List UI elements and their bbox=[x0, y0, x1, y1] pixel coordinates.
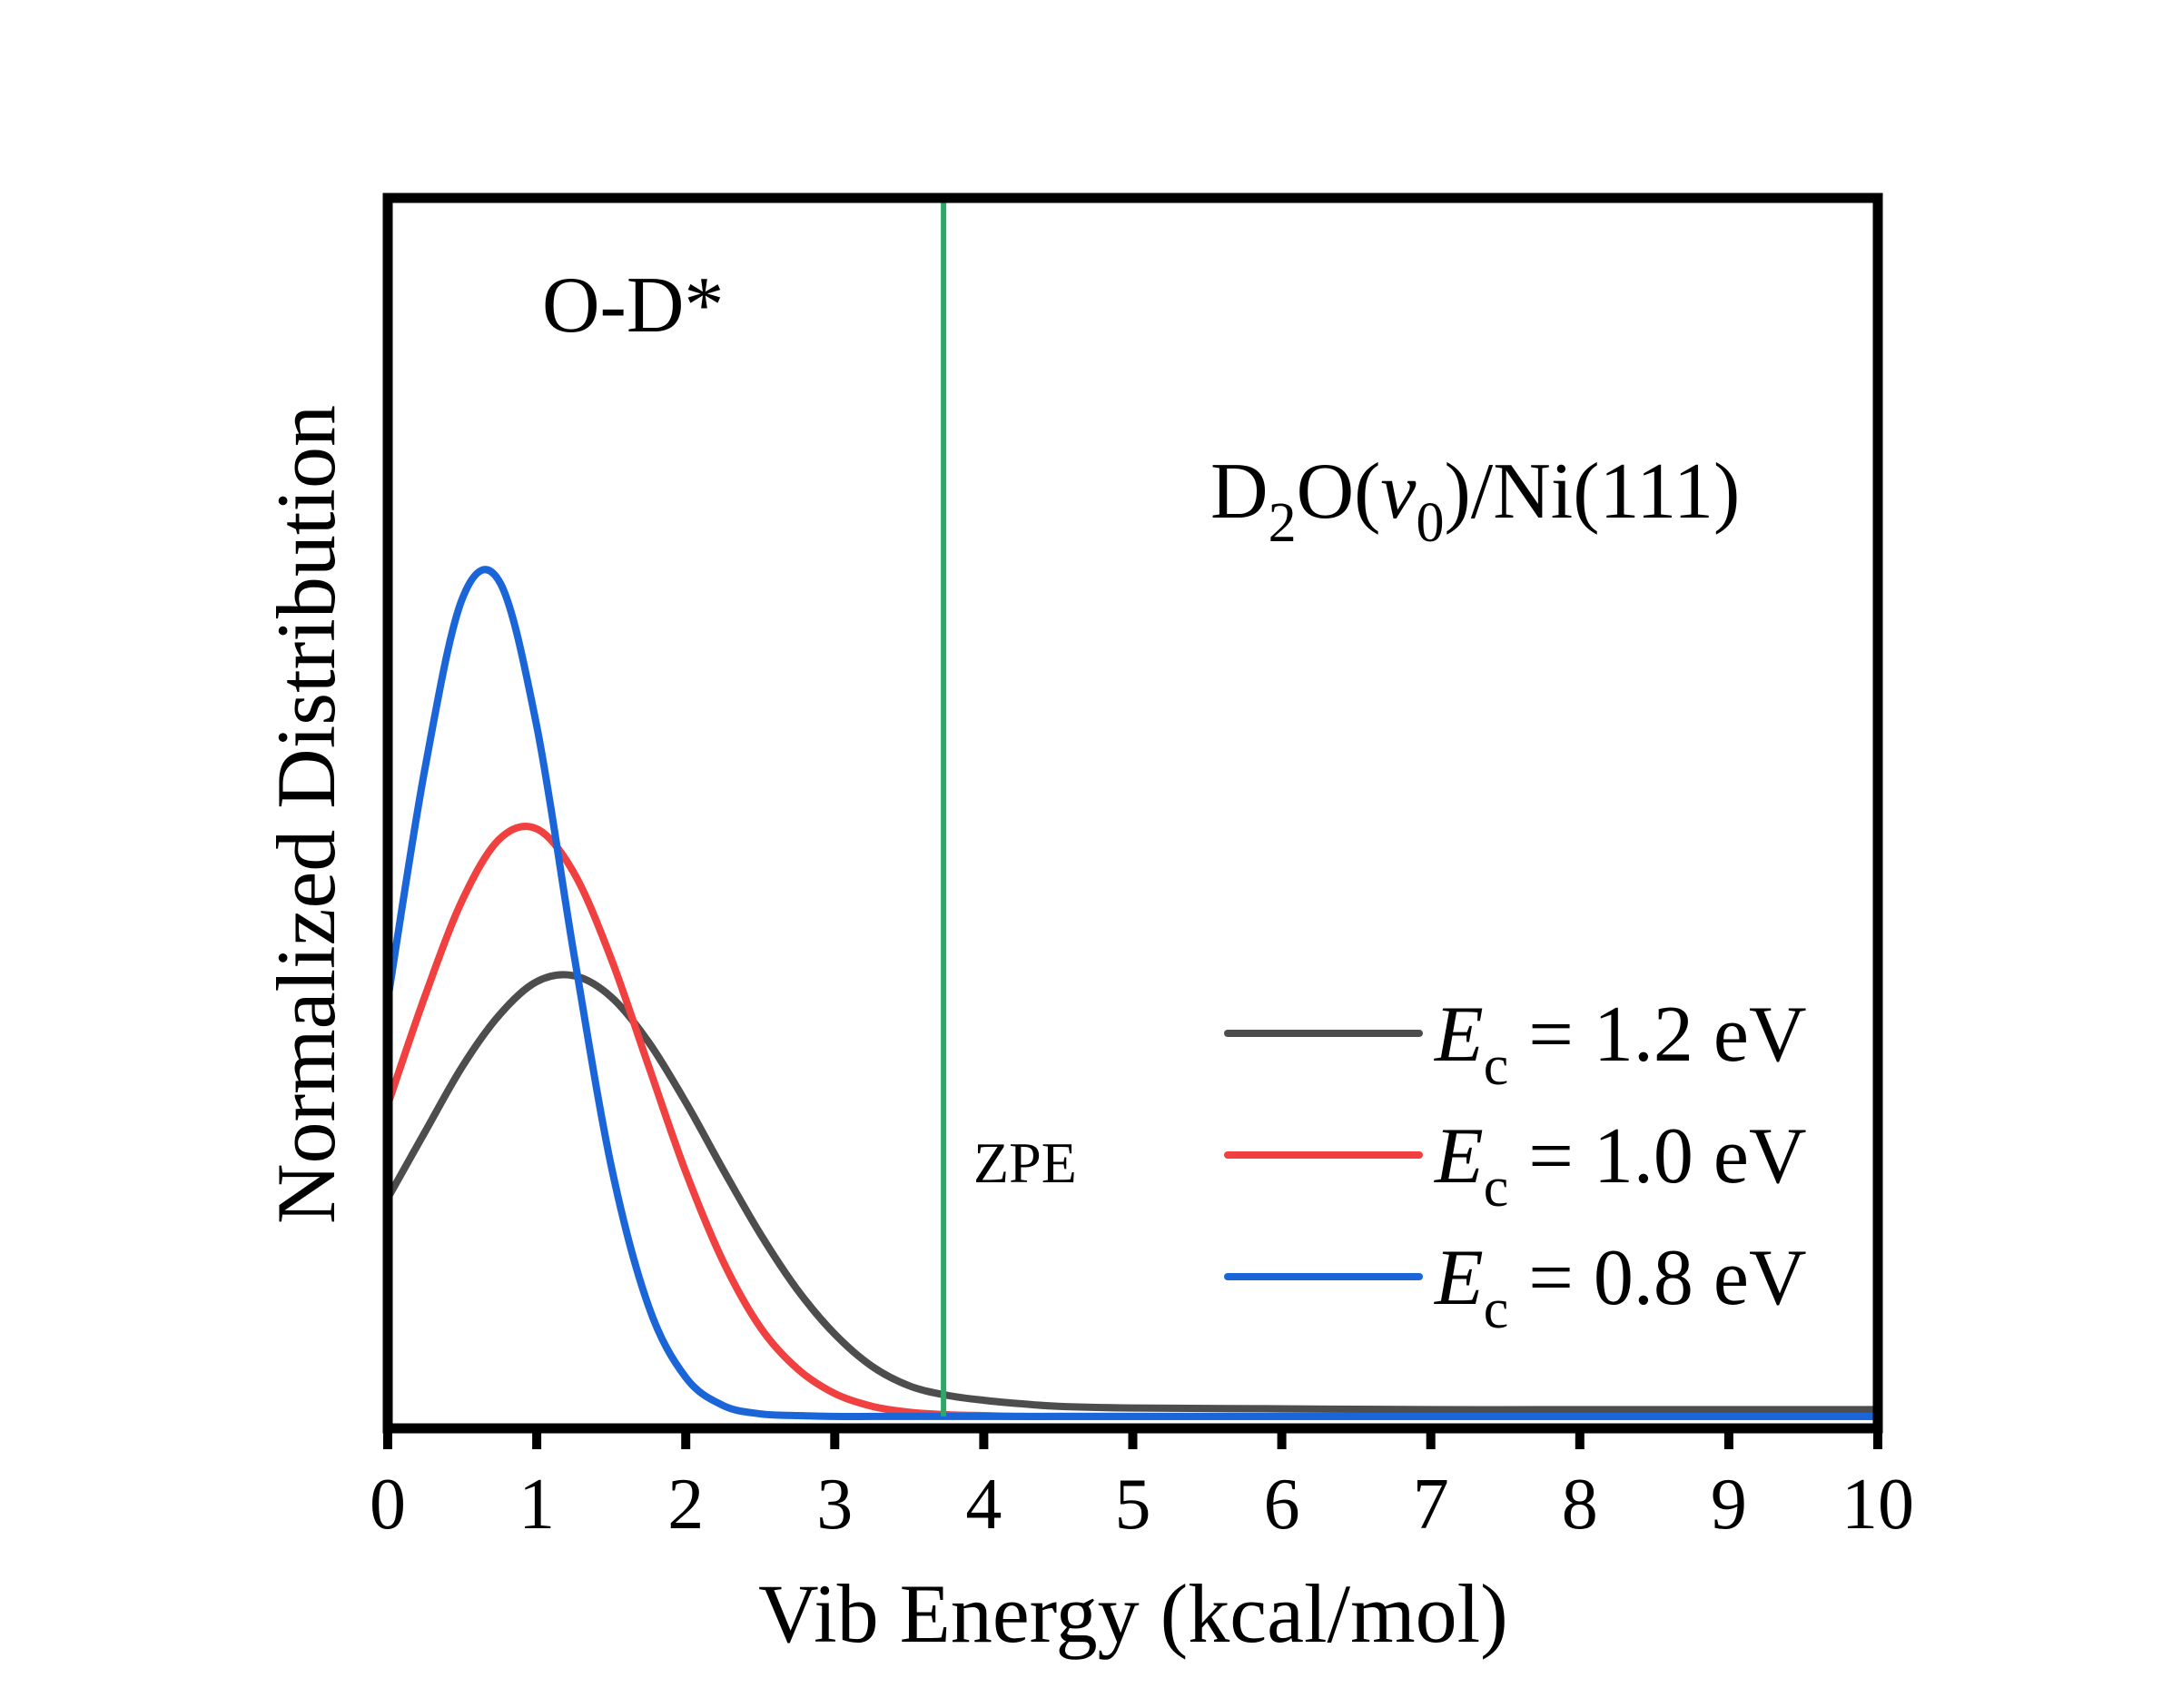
species-annotation: O-D* bbox=[542, 262, 724, 350]
x-tick-label-1: 1 bbox=[518, 1465, 555, 1545]
y-axis-label: Normalized Distribution bbox=[260, 405, 352, 1224]
legend-label-1: Ec = 1.0 eV bbox=[1433, 1112, 1807, 1219]
system-annotation: D2O(v0)/Ni(111) bbox=[1210, 448, 1740, 554]
x-tick-label-4: 4 bbox=[965, 1465, 1002, 1545]
x-tick-label-3: 3 bbox=[816, 1465, 853, 1545]
system-mid: O( bbox=[1297, 448, 1381, 536]
x-tick-label-7: 7 bbox=[1413, 1465, 1449, 1545]
system-sub2: 0 bbox=[1416, 492, 1444, 554]
x-tick-label-0: 0 bbox=[370, 1465, 406, 1545]
series-line-0 bbox=[384, 971, 1878, 1414]
curves-layer bbox=[384, 566, 1878, 1420]
system-main: D bbox=[1210, 448, 1269, 536]
x-tick-label-10: 10 bbox=[1841, 1465, 1914, 1545]
system-italic: v bbox=[1380, 448, 1417, 536]
x-tick-label-6: 6 bbox=[1264, 1465, 1300, 1545]
legend: Ec = 1.2 eV Ec = 1.0 eV Ec = 0.8 eV bbox=[1224, 991, 1807, 1340]
x-axis-ticks: 0 1 2 3 4 5 6 7 8 9 10 bbox=[370, 1428, 1914, 1545]
series-line-2 bbox=[384, 566, 1878, 1420]
system-end: )/Ni(111) bbox=[1444, 448, 1740, 536]
x-tick-label-9: 9 bbox=[1711, 1465, 1747, 1545]
legend-label-0: Ec = 1.2 eV bbox=[1433, 991, 1807, 1097]
x-tick-label-5: 5 bbox=[1115, 1465, 1151, 1545]
legend-label-2: Ec = 0.8 eV bbox=[1433, 1234, 1807, 1340]
x-axis-label: Vib Energy (kcal/mol) bbox=[758, 1567, 1508, 1660]
x-tick-label-8: 8 bbox=[1562, 1465, 1598, 1545]
zpe-label: ZPE bbox=[973, 1130, 1077, 1195]
x-tick-label-2: 2 bbox=[667, 1465, 704, 1545]
system-sub1: 2 bbox=[1269, 492, 1297, 554]
